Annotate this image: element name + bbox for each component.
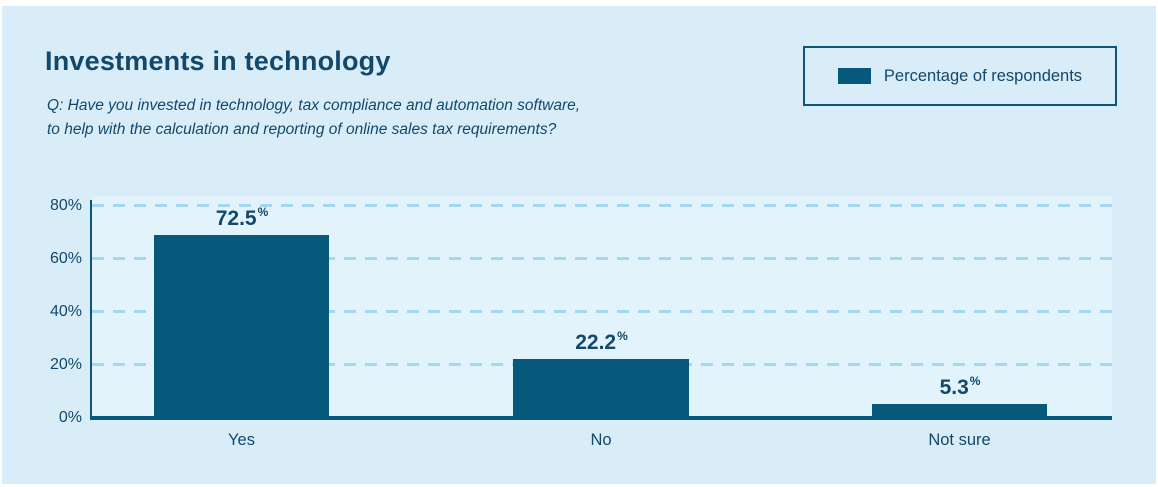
bar-group-yes: 72.5% Yes <box>154 205 329 449</box>
gridline-40 <box>92 310 1112 313</box>
bar-no <box>513 359 689 418</box>
y-tick-20: 20% <box>49 356 82 373</box>
legend: Percentage of respondents <box>803 46 1117 106</box>
y-tick-60: 60% <box>49 250 82 267</box>
x-axis-line <box>90 416 1112 420</box>
percent-sign: % <box>969 374 981 388</box>
bar-yes <box>154 235 329 418</box>
y-tick-40: 40% <box>49 303 82 320</box>
category-label-yes: Yes <box>228 431 255 449</box>
percent-sign: % <box>257 205 269 219</box>
y-tick-0: 0% <box>58 409 82 426</box>
category-label-no: No <box>590 431 612 449</box>
y-axis-line <box>90 200 92 418</box>
bar-group-no: 22.2% No <box>513 206 689 449</box>
category-label-not-sure: Not sure <box>928 431 991 449</box>
gridline-60 <box>92 257 1112 260</box>
page-title: Investments in technology <box>45 46 391 76</box>
y-tick-80: 80% <box>49 197 82 214</box>
chart-question-line2: to help with the calculation and reporti… <box>47 121 557 138</box>
chart-card: Investments in technology Q: Have you in… <box>2 6 1156 484</box>
chart-question: Q: Have you invested in technology, tax … <box>47 94 580 142</box>
bar-value-yes: 72.5% <box>215 205 269 230</box>
legend-label: Percentage of respondents <box>883 66 1083 85</box>
bar-not-sure <box>872 404 1047 418</box>
bar-value-not-sure: 5.3% <box>939 374 981 399</box>
bar-value-no: 22.2% <box>575 329 628 354</box>
legend-swatch <box>837 68 871 84</box>
bar-group-not-sure: 5.3% Not sure <box>872 206 1047 449</box>
percent-sign: % <box>617 329 628 343</box>
bar-chart: 0% 20% 40% 60% 80% 72.5% Yes 22.2% No 5.… <box>50 196 1112 449</box>
gridline-80 <box>92 204 1112 207</box>
chart-question-line1: Q: Have you invested in technology, tax … <box>47 97 581 114</box>
